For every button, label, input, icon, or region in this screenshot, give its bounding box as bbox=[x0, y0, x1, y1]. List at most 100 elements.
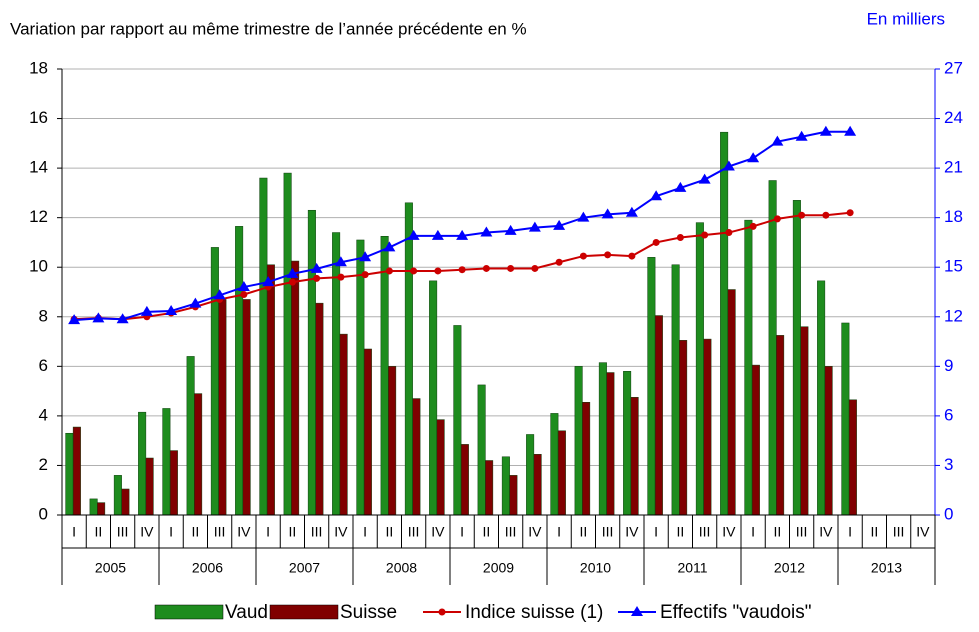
y-tick-label: 18 bbox=[29, 58, 48, 77]
bar bbox=[477, 384, 486, 516]
marker bbox=[383, 241, 396, 252]
y-tick-label: 10 bbox=[29, 257, 48, 276]
bar bbox=[436, 419, 445, 516]
legend-label: Indice suisse (1) bbox=[465, 602, 603, 623]
x-tick-label: III bbox=[796, 524, 808, 540]
marker bbox=[822, 211, 830, 219]
marker bbox=[68, 314, 81, 325]
marker bbox=[749, 222, 757, 230]
bar bbox=[501, 456, 510, 516]
x-tick-label: III bbox=[505, 524, 517, 540]
marker bbox=[676, 233, 684, 241]
bar bbox=[582, 402, 591, 516]
marker bbox=[577, 211, 590, 222]
x-tick-label: II bbox=[773, 524, 781, 540]
marker bbox=[334, 256, 347, 267]
x-tick-label: I bbox=[557, 524, 561, 540]
marker bbox=[555, 258, 563, 266]
x-tick-label: I bbox=[848, 524, 852, 540]
bar bbox=[283, 172, 292, 516]
x-tick-label: II bbox=[385, 524, 393, 540]
marker bbox=[359, 251, 372, 262]
bar bbox=[363, 348, 372, 516]
bar bbox=[307, 209, 316, 516]
bar bbox=[460, 444, 469, 516]
y-tick-label: 12 bbox=[29, 207, 48, 226]
x-tick-label: III bbox=[311, 524, 323, 540]
marker bbox=[798, 211, 806, 219]
bar bbox=[145, 457, 154, 516]
y-tick-label: 4 bbox=[39, 405, 48, 424]
bar bbox=[218, 299, 227, 516]
x-tick-label: IV bbox=[916, 524, 930, 540]
bar bbox=[266, 264, 275, 516]
x-tick-label: II bbox=[482, 524, 490, 540]
legend-marker bbox=[438, 608, 446, 616]
bar bbox=[647, 257, 656, 516]
marker bbox=[116, 313, 129, 324]
y2-tick-label: 9 bbox=[944, 356, 953, 375]
bar bbox=[235, 226, 244, 516]
bar bbox=[509, 475, 518, 516]
bar bbox=[679, 340, 688, 516]
marker bbox=[846, 209, 854, 217]
bar bbox=[485, 460, 494, 516]
bar bbox=[671, 264, 680, 516]
marker bbox=[189, 297, 202, 308]
y2-tick-label: 21 bbox=[944, 158, 963, 177]
bar bbox=[121, 488, 130, 516]
marker bbox=[674, 181, 687, 192]
year-label: 2006 bbox=[192, 560, 223, 576]
bar bbox=[824, 366, 833, 516]
x-tick-label: IV bbox=[334, 524, 348, 540]
bar bbox=[65, 432, 74, 516]
marker bbox=[579, 252, 587, 260]
marker bbox=[819, 125, 832, 136]
legend-swatch bbox=[154, 604, 224, 620]
marker bbox=[337, 273, 345, 281]
x-tick-label: IV bbox=[431, 524, 445, 540]
bar bbox=[574, 366, 583, 516]
bar bbox=[703, 338, 712, 516]
bar bbox=[751, 364, 760, 516]
marker bbox=[240, 290, 248, 298]
x-tick-label: III bbox=[117, 524, 129, 540]
marker bbox=[747, 152, 760, 163]
x-tick-label: I bbox=[266, 524, 270, 540]
y2-tick-label: 6 bbox=[944, 405, 953, 424]
bar bbox=[630, 397, 639, 516]
marker bbox=[698, 173, 711, 184]
bar bbox=[533, 454, 542, 516]
bar bbox=[606, 372, 615, 516]
legend-label: Suisse bbox=[340, 602, 397, 623]
bar bbox=[356, 239, 365, 516]
y-tick-label: 0 bbox=[39, 504, 48, 523]
x-tick-label: IV bbox=[819, 524, 833, 540]
bar bbox=[291, 260, 300, 516]
marker bbox=[213, 289, 226, 300]
legend-label: Vaud bbox=[225, 602, 268, 623]
marker bbox=[628, 252, 636, 260]
bar bbox=[429, 280, 438, 516]
x-tick-label: II bbox=[579, 524, 587, 540]
x-tick-label: IV bbox=[625, 524, 639, 540]
x-tick-label: II bbox=[288, 524, 296, 540]
marker bbox=[237, 281, 250, 292]
y2-tick-label: 3 bbox=[944, 455, 953, 474]
marker bbox=[262, 276, 275, 287]
x-tick-label: I bbox=[72, 524, 76, 540]
bar bbox=[388, 366, 397, 516]
legend-label: Effectifs "vaudois" bbox=[660, 602, 812, 623]
marker bbox=[431, 229, 444, 240]
x-tick-label: IV bbox=[140, 524, 154, 540]
bar bbox=[768, 180, 777, 516]
marker bbox=[504, 224, 517, 235]
marker bbox=[771, 135, 784, 146]
year-label: 2009 bbox=[483, 560, 514, 576]
marker bbox=[701, 231, 709, 239]
bar bbox=[315, 302, 324, 516]
marker bbox=[604, 251, 612, 259]
bar bbox=[720, 131, 729, 516]
x-tick-label: I bbox=[169, 524, 173, 540]
